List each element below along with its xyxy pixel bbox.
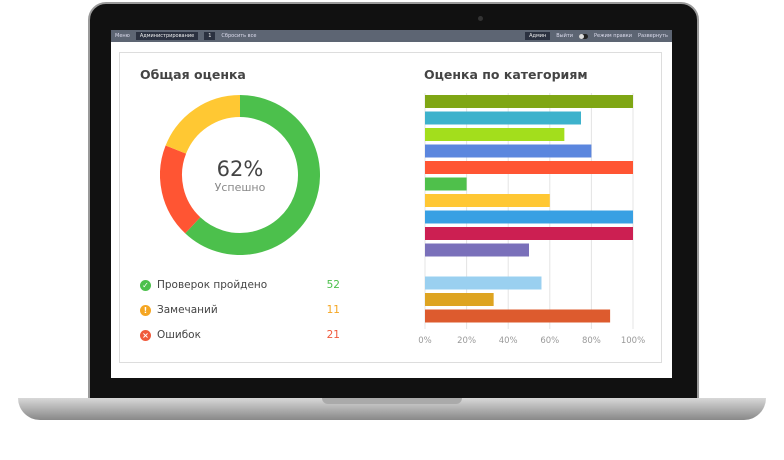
- x-tick-label: 40%: [499, 336, 518, 346]
- legend-item: ✓ Проверок пройдено 52: [140, 279, 340, 291]
- x-tick-label: 20%: [457, 336, 476, 346]
- legend-value: 52: [326, 279, 340, 291]
- dashboard-card: Общая оценка 62% Успешно ✓ Проверок пройд…: [119, 52, 662, 363]
- x-tick-label: 0%: [418, 336, 432, 346]
- donut-segment: [165, 95, 241, 155]
- category-bar: [425, 95, 633, 108]
- admin-mode-button[interactable]: Администрирование: [135, 32, 199, 40]
- user-button[interactable]: Админ: [525, 32, 551, 40]
- donut-segment: [185, 95, 320, 255]
- category-bar: [425, 194, 550, 207]
- logout-button[interactable]: Выйти: [556, 33, 574, 39]
- laptop-base: [18, 398, 766, 420]
- category-bar: [425, 276, 542, 290]
- cross-icon: ×: [140, 329, 151, 341]
- category-bar: [425, 293, 494, 306]
- legend-label: Замечаний: [157, 304, 218, 316]
- category-bar: [425, 227, 633, 240]
- category-bar: [425, 111, 581, 125]
- x-tick-label: 100%: [621, 336, 645, 346]
- edit-mode-label: Режим правки: [594, 33, 632, 39]
- edit-mode-toggle[interactable]: [579, 33, 589, 39]
- laptop-notch: [322, 398, 462, 404]
- x-tick-label: 60%: [540, 336, 559, 346]
- category-chart-title: Оценка по категориям: [424, 67, 588, 82]
- category-bar: [425, 144, 592, 158]
- notifications-badge[interactable]: 1: [204, 32, 216, 40]
- category-bar-chart: 0% 20% 40% 60% 80% 100%: [418, 93, 645, 346]
- menu-button[interactable]: Меню: [115, 33, 130, 39]
- screen: Меню Администрирование 1 Сбросить все Ад…: [111, 30, 672, 378]
- legend-item: × Ошибок 21: [140, 329, 340, 341]
- legend-label: Ошибок: [157, 329, 201, 341]
- donut-percent: 62%: [216, 157, 264, 181]
- category-bar: [425, 309, 611, 323]
- category-bar: [425, 161, 633, 174]
- legend-value: 21: [326, 329, 340, 341]
- donut-status: Успешно: [214, 181, 266, 194]
- category-bar: [425, 243, 529, 257]
- legend-label: Проверок пройдено: [157, 279, 268, 291]
- legend-item: ! Замечаний 11: [140, 304, 340, 316]
- camera: [478, 16, 483, 21]
- exclamation-icon: !: [140, 304, 151, 316]
- donut-segment: [160, 145, 201, 234]
- overall-title: Общая оценка: [140, 67, 246, 82]
- expand-button[interactable]: Развернуть: [637, 33, 668, 39]
- check-icon: ✓: [140, 279, 151, 291]
- x-tick-label: 80%: [582, 336, 601, 346]
- reset-button[interactable]: Сбросить все: [221, 33, 257, 39]
- donut-chart: [160, 95, 320, 255]
- toolbar: Меню Администрирование 1 Сбросить все Ад…: [111, 30, 672, 42]
- category-bar: [425, 210, 633, 224]
- legend-value: 11: [326, 304, 340, 316]
- category-bar: [425, 128, 565, 141]
- category-bar: [425, 177, 467, 191]
